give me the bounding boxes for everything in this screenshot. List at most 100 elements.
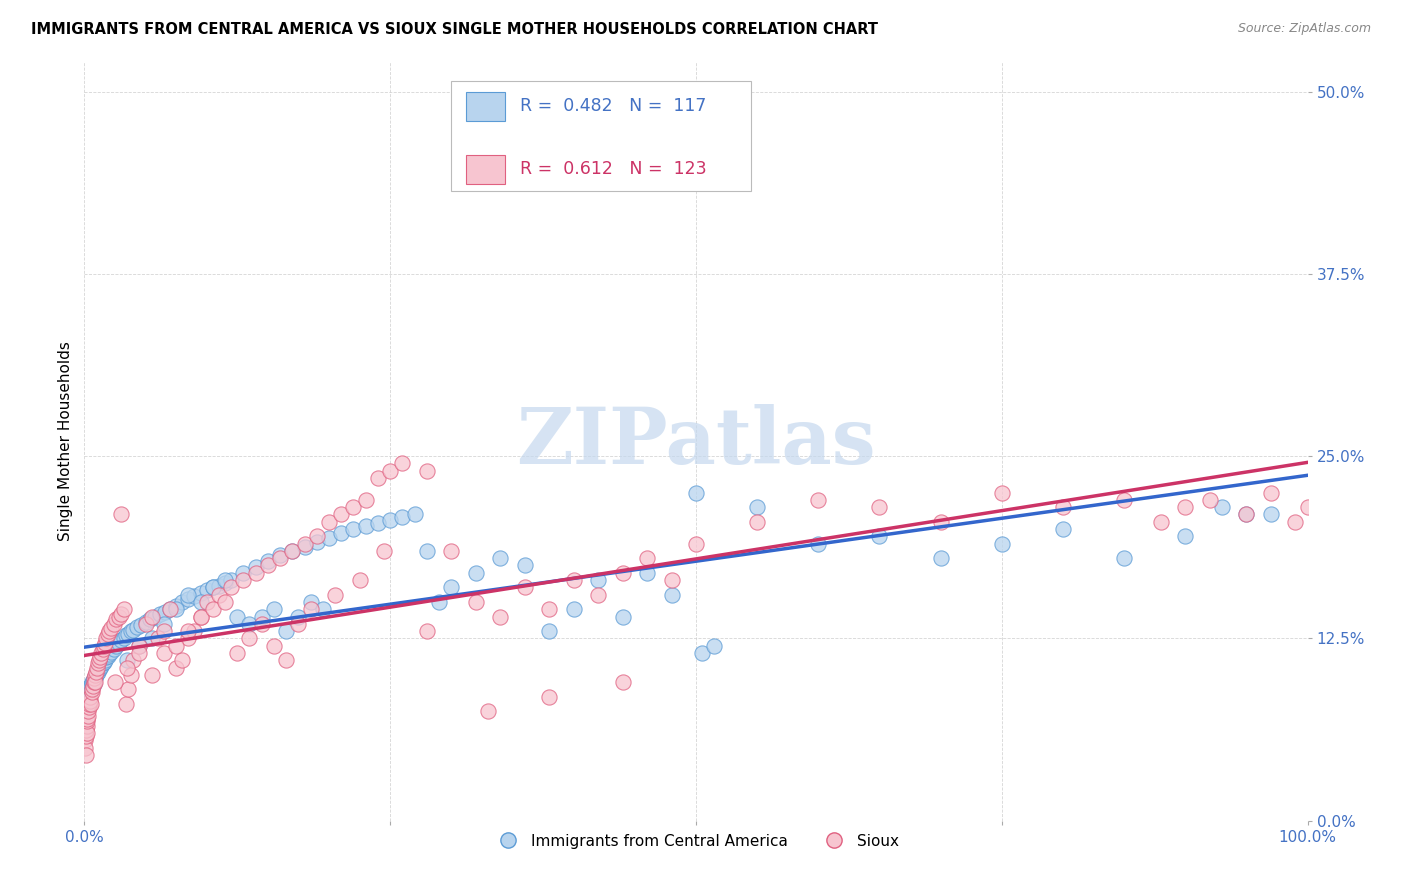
Point — [76, 726, 98, 740]
Point — [120, 624, 142, 639]
Point — [87, 665, 110, 679]
Point — [139, 612, 162, 626]
Point — [1260, 485, 1282, 500]
Point — [257, 554, 280, 568]
Point — [93, 639, 115, 653]
FancyBboxPatch shape — [465, 155, 505, 184]
Point — [110, 508, 132, 522]
Point — [80, 697, 103, 711]
Point — [177, 592, 200, 607]
Point — [214, 595, 236, 609]
Point — [153, 624, 176, 639]
Point — [276, 624, 298, 639]
Point — [257, 558, 280, 573]
Point — [1052, 522, 1074, 536]
Point — [342, 522, 364, 536]
Point — [538, 624, 561, 639]
Point — [86, 666, 108, 681]
Point — [128, 646, 150, 660]
Point — [87, 653, 110, 667]
Point — [96, 650, 118, 665]
Point — [513, 580, 536, 594]
Point — [115, 653, 138, 667]
Point — [77, 684, 100, 698]
Point — [146, 632, 169, 646]
Point — [373, 544, 395, 558]
Point — [84, 665, 107, 679]
Point — [214, 576, 236, 591]
Point — [141, 609, 163, 624]
Point — [661, 573, 683, 587]
Point — [747, 515, 769, 529]
Point — [477, 704, 499, 718]
Point — [263, 602, 285, 616]
Point — [281, 544, 304, 558]
Point — [120, 668, 142, 682]
Point — [115, 697, 138, 711]
Point — [330, 508, 353, 522]
Point — [87, 662, 110, 676]
Point — [991, 536, 1014, 550]
Point — [294, 540, 316, 554]
Point — [1114, 551, 1136, 566]
Point — [100, 621, 122, 635]
Point — [75, 723, 97, 738]
Point — [97, 627, 120, 641]
Point — [245, 566, 267, 580]
Point — [125, 620, 148, 634]
Point — [807, 536, 830, 550]
Point — [76, 708, 98, 723]
Point — [76, 714, 98, 729]
Point — [685, 485, 707, 500]
Point — [612, 609, 634, 624]
Point — [1052, 500, 1074, 515]
Text: IMMIGRANTS FROM CENTRAL AMERICA VS SIOUX SINGLE MOTHER HOUSEHOLDS CORRELATION CH: IMMIGRANTS FROM CENTRAL AMERICA VS SIOUX… — [31, 22, 877, 37]
Point — [91, 656, 114, 670]
Point — [75, 740, 97, 755]
Point — [294, 536, 316, 550]
Point — [1296, 500, 1319, 515]
Point — [135, 615, 157, 630]
Point — [105, 639, 128, 653]
Point — [489, 609, 512, 624]
FancyBboxPatch shape — [465, 92, 505, 120]
Point — [612, 675, 634, 690]
Point — [1284, 515, 1306, 529]
Point — [464, 595, 486, 609]
Point — [354, 492, 377, 507]
Point — [661, 588, 683, 602]
Point — [76, 691, 98, 706]
Point — [195, 583, 218, 598]
Point — [195, 595, 218, 609]
Point — [80, 685, 103, 699]
Point — [636, 566, 658, 580]
Point — [349, 573, 371, 587]
Point — [100, 644, 122, 658]
Point — [122, 653, 145, 667]
Point — [165, 639, 187, 653]
Point — [76, 694, 98, 708]
Point — [391, 510, 413, 524]
Point — [96, 632, 118, 646]
Point — [538, 602, 561, 616]
Point — [77, 699, 100, 714]
Point — [1236, 508, 1258, 522]
Point — [416, 624, 439, 639]
Point — [89, 650, 111, 665]
Point — [232, 566, 254, 580]
Point — [281, 544, 304, 558]
Point — [84, 675, 107, 690]
Point — [177, 588, 200, 602]
Point — [153, 616, 176, 631]
Point — [149, 607, 172, 621]
Point — [586, 573, 609, 587]
Point — [112, 602, 135, 616]
Point — [807, 492, 830, 507]
Point — [82, 673, 104, 688]
Point — [172, 595, 194, 609]
Point — [245, 560, 267, 574]
Point — [201, 580, 224, 594]
Point — [79, 682, 101, 697]
Point — [141, 668, 163, 682]
Point — [165, 599, 187, 614]
